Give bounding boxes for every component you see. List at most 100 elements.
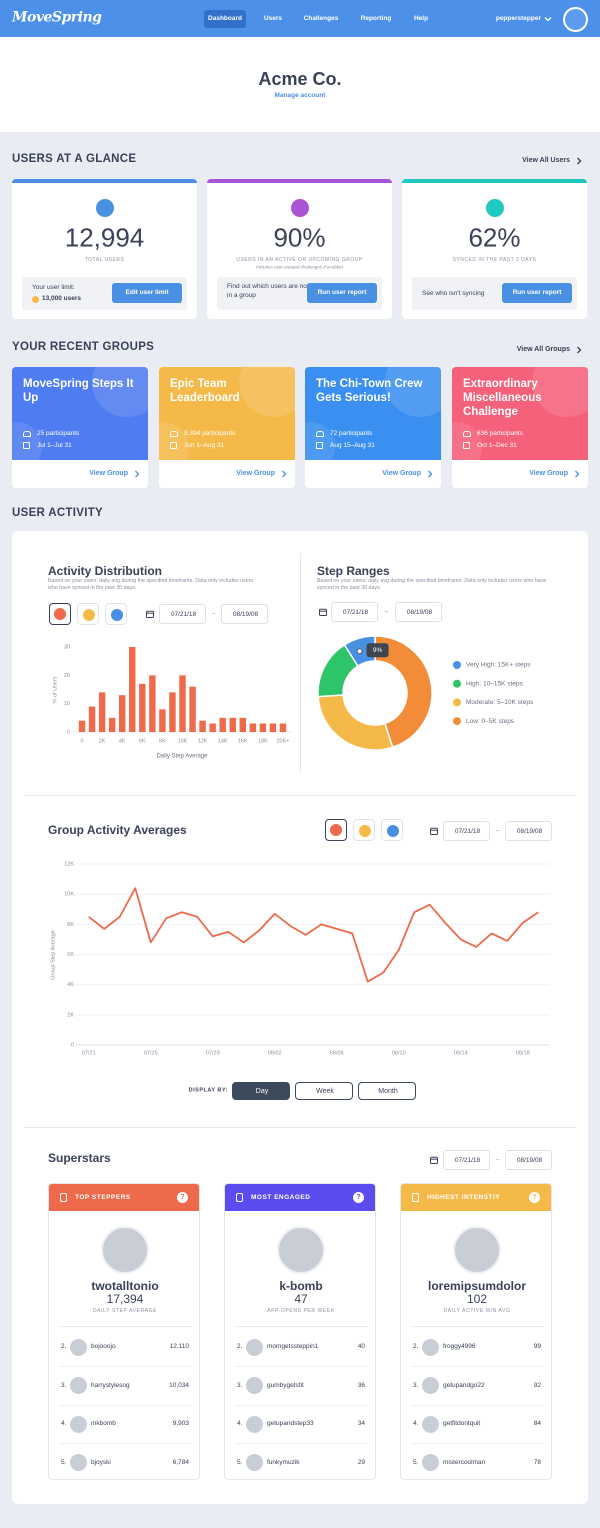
row-divider bbox=[411, 1366, 543, 1367]
leader-avatar bbox=[453, 1226, 501, 1274]
user-avatar bbox=[70, 1377, 87, 1394]
view-group-link[interactable]: View Group bbox=[236, 469, 275, 477]
rank: 2. bbox=[61, 1343, 67, 1351]
metric-icon bbox=[330, 824, 342, 836]
chevron bbox=[282, 470, 287, 478]
help-text: ? bbox=[532, 1193, 537, 1201]
limit-icon bbox=[32, 295, 39, 303]
stat-card: 90% USERS IN AN ACTIVE OR UPCOMING GROUP I… bbox=[207, 179, 392, 319]
group-card: The Chi-Town Crew Gets Serious! 72 partic… bbox=[305, 367, 441, 488]
report-button[interactable]: Edit user limit bbox=[112, 283, 182, 303]
metric-toggle[interactable] bbox=[353, 819, 375, 841]
user-avatar bbox=[422, 1377, 439, 1394]
button-label: Run user report bbox=[317, 289, 367, 297]
chart-title: Group Activity Averages bbox=[48, 822, 187, 837]
participants-icon bbox=[23, 431, 31, 437]
user-name: gumbygetsfit bbox=[267, 1381, 304, 1389]
account-avatar bbox=[563, 7, 588, 32]
rank: 5. bbox=[237, 1458, 243, 1466]
metric-icon bbox=[54, 608, 66, 620]
rank: 5. bbox=[61, 1458, 67, 1466]
nav-link[interactable]: Help bbox=[413, 15, 429, 23]
display-option[interactable]: Week bbox=[295, 1082, 353, 1100]
user-value: 12,110 bbox=[169, 1343, 189, 1351]
leader-value: 102 bbox=[466, 1291, 488, 1306]
date-input[interactable]: 08/19/08 bbox=[221, 604, 268, 624]
group-banner: Epic Team Leaderboard 9,394 participants J… bbox=[159, 367, 295, 460]
chevron-icon bbox=[577, 346, 582, 354]
display-by-label: DISPLAY BY: bbox=[188, 1087, 228, 1094]
group-banner: The Chi-Town Crew Gets Serious! 72 partic… bbox=[305, 367, 441, 460]
box-strong: 13,000 users bbox=[42, 295, 82, 303]
date-input[interactable]: 08/19/08 bbox=[505, 821, 552, 841]
date-input[interactable]: 07/21/18 bbox=[443, 821, 490, 841]
user-value: 40 bbox=[357, 1343, 365, 1351]
view-group-link[interactable]: View Group bbox=[382, 469, 421, 477]
metric-toggle[interactable] bbox=[105, 603, 127, 625]
metric-toggle[interactable] bbox=[49, 603, 71, 625]
option-label: Week bbox=[316, 1087, 334, 1095]
user-value: 34 bbox=[357, 1420, 365, 1428]
view-group-link[interactable]: View Group bbox=[89, 469, 128, 477]
user-avatar bbox=[246, 1454, 263, 1471]
date-text: 07/21/18 bbox=[342, 609, 369, 617]
rank: 2. bbox=[413, 1343, 419, 1351]
user-value: 36 bbox=[357, 1381, 365, 1389]
chevron bbox=[575, 470, 580, 478]
rank: 3. bbox=[237, 1381, 243, 1389]
user-value: 99 bbox=[533, 1343, 541, 1351]
nav-link[interactable]: Dashboard bbox=[208, 15, 242, 23]
chevron-icon bbox=[575, 470, 580, 478]
dates-icon bbox=[463, 442, 470, 449]
view-group-link[interactable]: View Group bbox=[529, 469, 568, 477]
user-avatar bbox=[422, 1454, 439, 1471]
card-divider bbox=[235, 1326, 367, 1327]
stat-value: 62% bbox=[468, 222, 521, 253]
leader-value: 47 bbox=[294, 1291, 308, 1306]
user-name: bojooojo bbox=[91, 1343, 116, 1351]
stat-box: Your user limit: 13,000 users Edit user li… bbox=[22, 277, 187, 310]
stat-icon bbox=[485, 199, 504, 217]
box-text: See who isn't syncing bbox=[422, 289, 485, 297]
help-icon[interactable]: ? bbox=[529, 1192, 540, 1203]
display-option[interactable]: Month bbox=[358, 1082, 416, 1100]
date-input[interactable]: 08/19/08 bbox=[395, 602, 442, 622]
metric-toggle[interactable] bbox=[325, 819, 347, 841]
section-title: USERS AT A GLANCE bbox=[12, 153, 137, 166]
date-input[interactable]: 07/21/18 bbox=[331, 602, 378, 622]
chart-subtitle: Based on your users' daily avg during th… bbox=[317, 578, 547, 592]
date-text: 08/19/08 bbox=[516, 1157, 543, 1165]
view-all-link[interactable]: View All Groups bbox=[516, 345, 570, 353]
section-title: YOUR RECENT GROUPS bbox=[12, 341, 155, 354]
help-icon[interactable]: ? bbox=[177, 1192, 188, 1203]
help-text: ? bbox=[356, 1193, 361, 1201]
box-text: Your user limit: bbox=[32, 284, 75, 292]
group-card: Epic Team Leaderboard 9,394 participants J… bbox=[159, 367, 295, 488]
date-input[interactable]: 07/21/18 bbox=[159, 604, 206, 624]
section-title: Superstars bbox=[48, 1150, 111, 1165]
participants-icon bbox=[316, 431, 324, 437]
stat-value: 12,994 bbox=[64, 222, 145, 253]
metric-toggle[interactable] bbox=[77, 603, 99, 625]
date-input[interactable]: 08/19/08 bbox=[505, 1150, 552, 1170]
divider bbox=[24, 795, 576, 796]
nav-link[interactable]: Reporting bbox=[360, 15, 392, 23]
help-icon[interactable]: ? bbox=[353, 1192, 364, 1203]
view-all-link[interactable]: View All Users bbox=[522, 156, 570, 164]
help-text: ? bbox=[180, 1193, 185, 1201]
row-divider bbox=[411, 1404, 543, 1406]
leader-label: DAILY ACTIVE MIN AVG bbox=[443, 1308, 511, 1314]
report-button[interactable]: Run user report bbox=[307, 283, 377, 303]
manage-link[interactable]: Manage account bbox=[274, 92, 326, 100]
report-button[interactable]: Run user report bbox=[502, 283, 572, 303]
date-input[interactable]: 07/21/18 bbox=[443, 1150, 490, 1170]
group-dates: Oct 1–Dec 31 bbox=[477, 441, 517, 449]
nav-link[interactable]: Users bbox=[263, 15, 283, 23]
superstar-card: MOST ENGAGED? k-bomb 47 APP OPENS PER WEEK 2… bbox=[224, 1183, 376, 1480]
user-menu[interactable]: pepperstepper bbox=[495, 15, 541, 23]
nav-link[interactable]: Challenges bbox=[303, 15, 339, 23]
metric-toggle[interactable] bbox=[381, 819, 403, 841]
user-value: 10,034 bbox=[169, 1381, 189, 1389]
display-option[interactable]: Day bbox=[232, 1082, 290, 1100]
nav-bar bbox=[0, 0, 600, 37]
